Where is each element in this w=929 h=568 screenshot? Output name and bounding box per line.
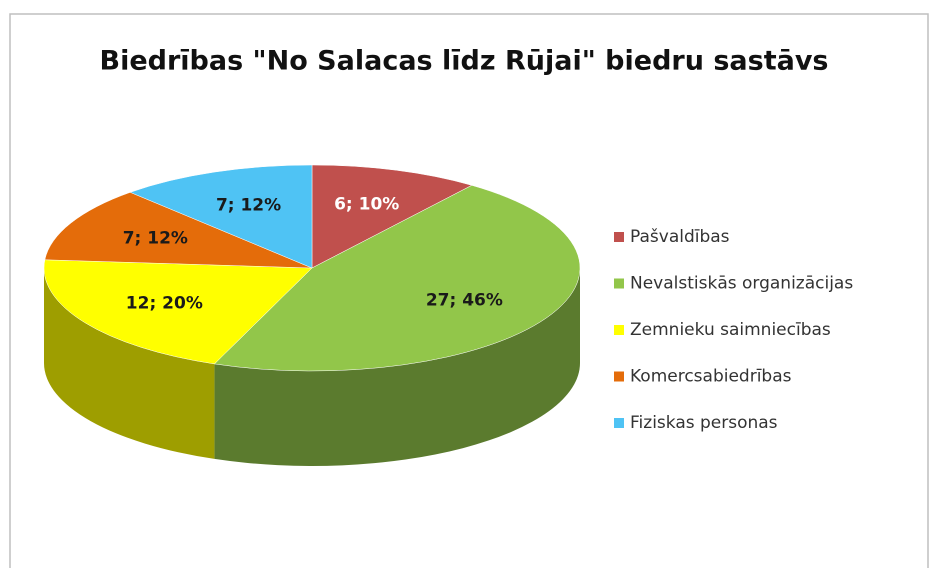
legend-label: Komercsabiedrības [630, 367, 792, 387]
data-label: 7; 12% [216, 196, 281, 216]
pie-slice [311, 164, 473, 269]
legend-swatch [614, 371, 624, 382]
pie-side [214, 268, 580, 466]
pie-slice [43, 259, 313, 365]
legend-swatch [614, 418, 624, 428]
pie-slice [44, 192, 313, 269]
legend-swatch [614, 278, 624, 289]
legend-label: Fiziskas personas [630, 413, 778, 433]
data-label: 12; 20% [126, 294, 203, 314]
data-label: 27; 46% [426, 290, 503, 310]
data-label: 7; 12% [123, 229, 188, 249]
legend-label: Pašvaldības [630, 227, 730, 247]
legend-label: Zemnieku saimniecības [630, 320, 831, 340]
chart-title: Biedrības "No Salacas līdz Rūjai" biedru… [100, 46, 829, 77]
data-label: 6; 10% [334, 194, 399, 214]
pie-slice [213, 185, 581, 372]
legend-label: Nevalstiskās organizācijas [630, 274, 853, 294]
pie-side [44, 268, 215, 459]
pie-slice [129, 164, 313, 269]
legend-swatch [614, 232, 624, 242]
legend-swatch [614, 325, 624, 335]
